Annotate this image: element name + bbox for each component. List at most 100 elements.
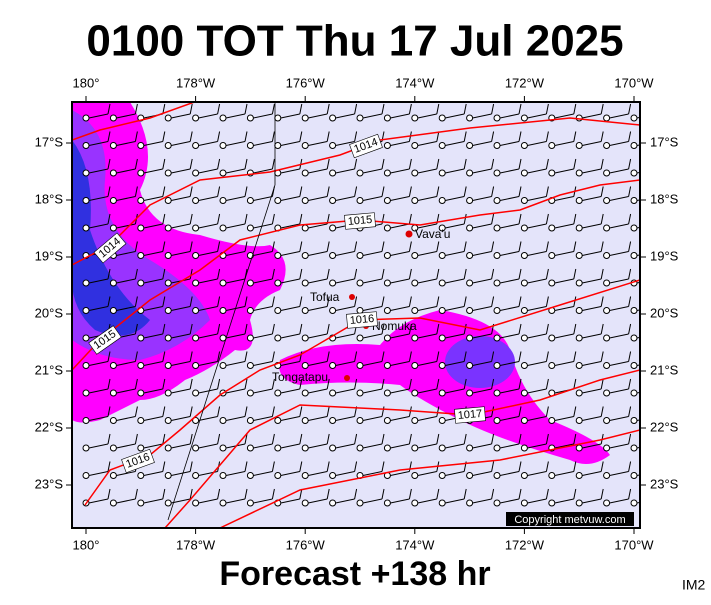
- barb-staff: [116, 388, 136, 394]
- barb-station: [575, 224, 583, 232]
- barb-staff: [308, 333, 328, 339]
- barb-station: [383, 499, 391, 507]
- barb-flag: [189, 488, 193, 500]
- barb-flag: [326, 406, 330, 417]
- barb-staff: [472, 168, 492, 174]
- barb-flag: [189, 186, 193, 197]
- barb-flag: [408, 323, 412, 335]
- title: 0100 TOT Thu 17 Jul 2025: [86, 17, 623, 66]
- barb-staff: [554, 416, 574, 421]
- barb-flag: [244, 378, 248, 390]
- barb-flag: [299, 461, 303, 472]
- credit: Copyright metvuw.com: [514, 514, 625, 526]
- barb-flag: [271, 131, 275, 142]
- barb-station: [219, 417, 227, 424]
- barb-station: [82, 472, 90, 479]
- barb-flag: [299, 131, 303, 142]
- barb-staff: [308, 416, 328, 421]
- barb-station: [274, 252, 282, 259]
- lon-label-top: 172°W: [505, 75, 545, 90]
- barb-staff: [362, 113, 383, 119]
- barb-flag: [107, 378, 111, 390]
- barb-station: [575, 142, 583, 149]
- barb-staff: [417, 168, 437, 174]
- barb-flag: [545, 378, 549, 390]
- barb-station: [109, 197, 117, 204]
- precipitation: [72, 102, 610, 464]
- barb-flag: [162, 433, 166, 445]
- barb-flag: [436, 296, 440, 307]
- barb-station: [329, 389, 337, 397]
- barb-flag: [436, 131, 440, 142]
- barb-staff: [280, 196, 300, 201]
- barb-flag: [408, 158, 412, 170]
- barb-flag: [189, 158, 193, 170]
- barb-staff: [171, 333, 191, 339]
- lon-label-bottom: 174°W: [395, 537, 435, 552]
- barb-flag: [628, 433, 632, 445]
- barb-staff: [116, 196, 136, 201]
- barb-flag: [354, 131, 358, 142]
- barb-station: [301, 472, 309, 479]
- barb-station: [575, 362, 583, 369]
- barb-flag: [189, 268, 193, 280]
- barb-station: [603, 142, 611, 149]
- barb-flag: [573, 268, 577, 280]
- barb-station: [630, 444, 638, 452]
- barb-station: [548, 224, 556, 232]
- barb-staff: [609, 361, 629, 366]
- barb-flag: [381, 296, 385, 307]
- barb-station: [82, 389, 90, 397]
- barb-staff: [390, 168, 410, 174]
- barb-flag: [134, 268, 138, 280]
- barb-staff: [362, 278, 383, 284]
- barb-staff: [499, 113, 520, 119]
- barb-station: [192, 114, 200, 122]
- barb-flag: [408, 433, 412, 445]
- barb-station: [82, 224, 90, 232]
- barb-staff: [253, 196, 273, 201]
- barb-station: [411, 307, 419, 314]
- barb-staff: [417, 223, 437, 229]
- barb-station: [164, 389, 172, 397]
- barb-staff: [88, 278, 109, 284]
- barb-flag: [354, 103, 358, 115]
- barb-station: [603, 169, 611, 177]
- barb-staff: [417, 388, 437, 394]
- barb-station: [274, 417, 282, 424]
- barb-staff: [225, 141, 246, 146]
- barb-station: [192, 279, 200, 287]
- barb-flag: [217, 378, 221, 390]
- barb-staff: [499, 223, 520, 229]
- lon-label-bottom: 172°W: [505, 537, 545, 552]
- barb-station: [575, 389, 583, 397]
- barb-flag: [463, 488, 467, 500]
- barb-station: [383, 252, 391, 259]
- barb-flag: [271, 213, 275, 225]
- barb-staff: [582, 471, 602, 476]
- barb-station: [274, 334, 282, 342]
- barb-station: [603, 499, 611, 507]
- barb-staff: [88, 141, 109, 146]
- barb-station: [164, 169, 172, 177]
- lon-label-top: 178°W: [176, 75, 216, 90]
- barb-station: [301, 362, 309, 369]
- barb-staff: [88, 306, 109, 311]
- barb-flag: [656, 214, 658, 224]
- barb-staff: [390, 196, 410, 201]
- place-marker: [349, 294, 355, 300]
- barb-station: [603, 362, 611, 369]
- barb-station: [219, 279, 227, 287]
- barb-flag: [162, 268, 166, 280]
- barb-staff: [198, 251, 218, 256]
- barb-staff: [445, 361, 465, 366]
- barb-flag: [463, 213, 467, 225]
- isobar-label-box: [346, 311, 378, 329]
- barb-station: [356, 334, 364, 342]
- barb-staff: [143, 416, 163, 421]
- barb-staff: [171, 196, 191, 201]
- barb-flag: [244, 241, 248, 252]
- barb-station: [137, 224, 145, 232]
- barb-flag: [189, 406, 193, 417]
- barb-station: [192, 142, 200, 149]
